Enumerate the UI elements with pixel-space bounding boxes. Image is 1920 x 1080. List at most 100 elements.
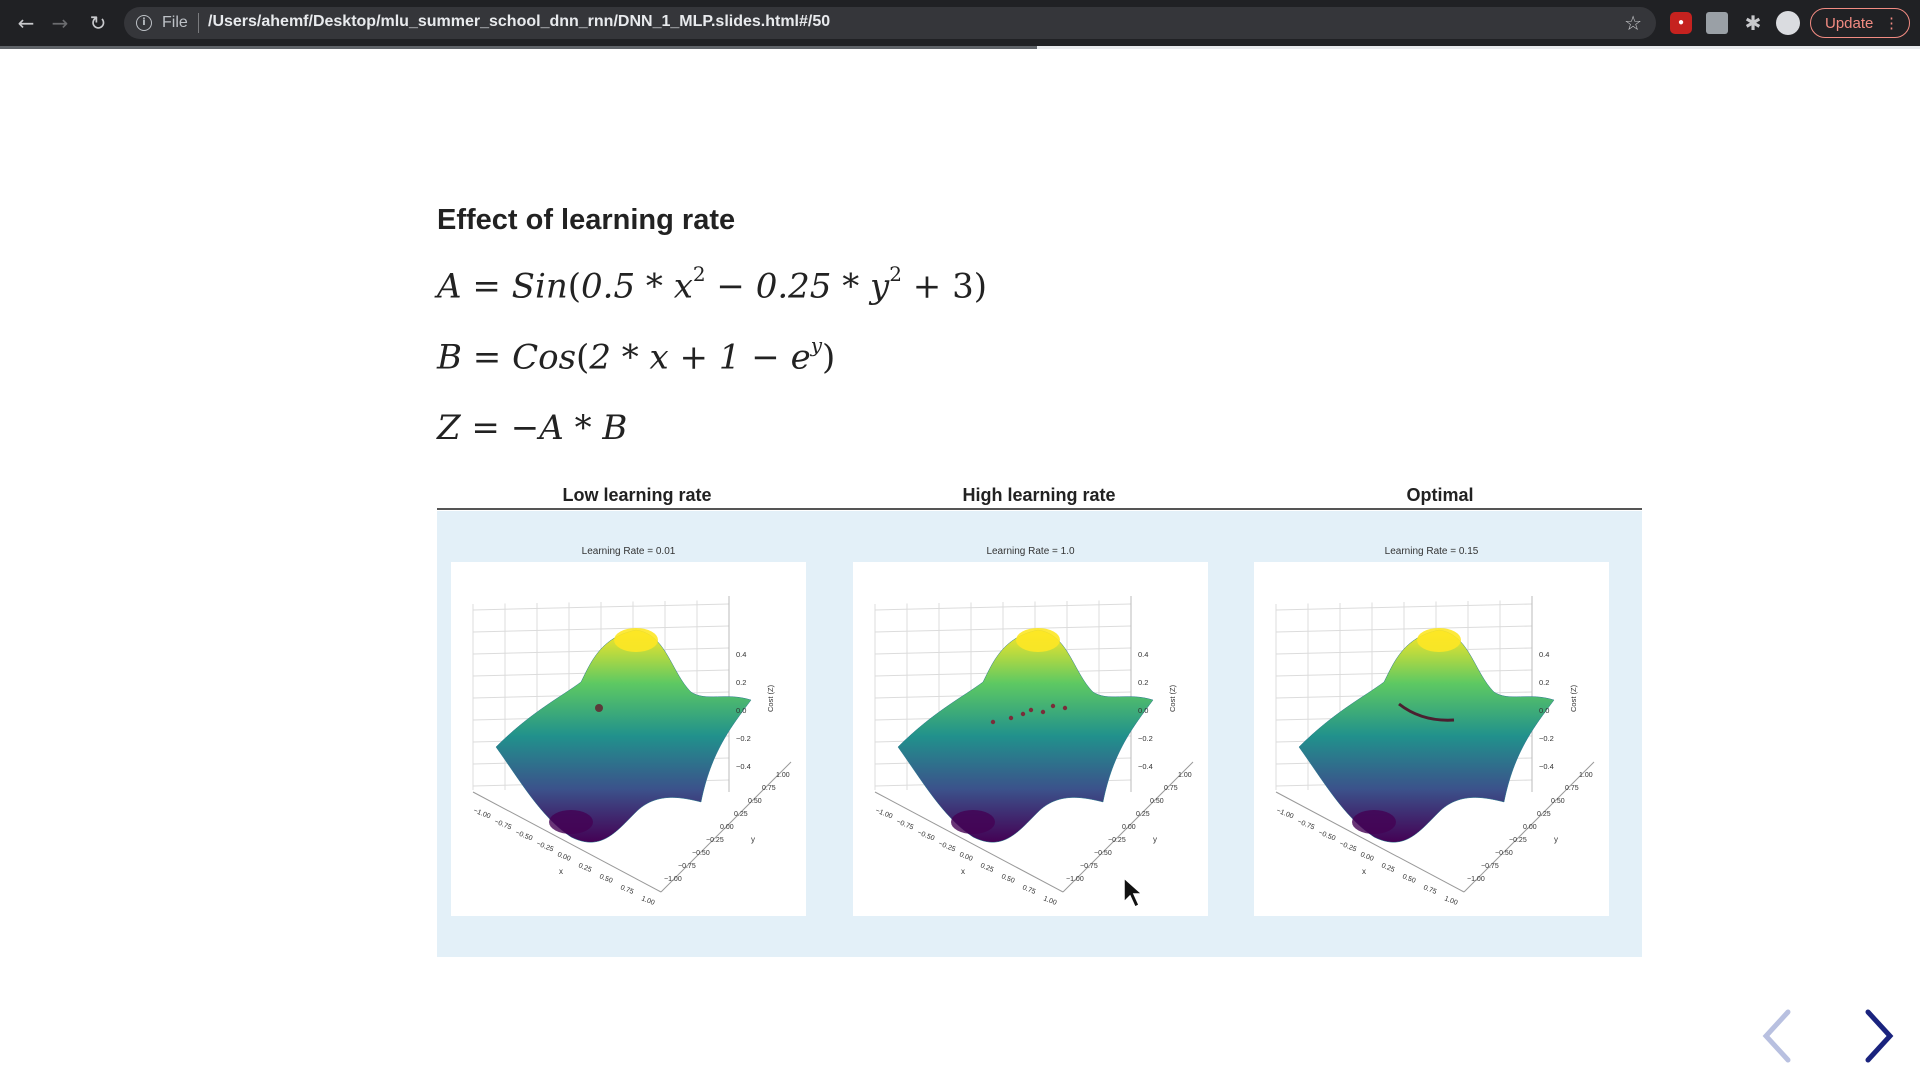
x-tick-label: 0.75: [619, 884, 634, 896]
x-tick-label: 0.50: [598, 873, 613, 885]
y-tick-label: −0.75: [678, 863, 696, 870]
y-tick-label: −0.50: [1495, 850, 1513, 857]
kebab-menu-icon[interactable]: ⋮: [1884, 15, 1899, 32]
y-axis-label: y: [1554, 835, 1558, 844]
update-button[interactable]: Update ⋮: [1810, 8, 1910, 38]
x-tick-label: −0.25: [1338, 840, 1357, 853]
y-tick-label: 0.25: [1136, 811, 1150, 818]
table-header-rule: [437, 508, 1642, 510]
x-tick-label: −0.50: [514, 829, 533, 842]
y-tick-label: 0.00: [1122, 824, 1136, 831]
x-tick-label: −1.00: [1275, 807, 1294, 820]
bookmark-star-icon[interactable]: ☆: [1624, 11, 1642, 35]
x-tick-label: 0.75: [1021, 884, 1036, 896]
y-tick-label: 0.75: [1565, 785, 1579, 792]
y-tick-label: 1.00: [1579, 772, 1593, 779]
x-tick-label: −1.00: [874, 807, 893, 820]
cost-surface: [897, 629, 1154, 843]
y-tick-label: 0.75: [1164, 785, 1178, 792]
x-tick-label: −0.75: [1296, 818, 1315, 831]
z-tick-label: 0.0: [1138, 706, 1148, 715]
x-tick-label: −0.75: [493, 818, 512, 831]
x-tick-label: −0.50: [916, 829, 935, 842]
x-tick-label: 0.00: [1359, 851, 1374, 863]
optimizer-path: [1398, 702, 1455, 722]
x-tick-label: 1.00: [1443, 895, 1458, 907]
z-tick-label: −0.2: [1138, 734, 1153, 743]
z-tick-label: 0.4: [1138, 650, 1148, 659]
y-tick-label: 0.75: [762, 785, 776, 792]
shield-extension-icon[interactable]: ●: [1670, 12, 1692, 34]
y-tick-label: 0.50: [1150, 798, 1164, 805]
x-tick-label: 0.00: [556, 851, 571, 863]
x-tick-label: 1.00: [640, 895, 655, 907]
puzzle-icon[interactable]: ✱: [1744, 11, 1762, 35]
z-tick-label: −0.2: [736, 734, 751, 743]
z-axis-ticks: 0.4 0.2 0.0 −0.2 −0.4: [736, 650, 751, 771]
arrow-right-icon[interactable]: →: [51, 11, 69, 35]
y-tick-label: −1.00: [664, 876, 682, 883]
y-tick-label: 0.25: [1537, 811, 1551, 818]
y-tick-label: −0.50: [1094, 850, 1112, 857]
equation-z: Z = −A * B: [437, 408, 628, 448]
reload-icon[interactable]: ↻: [89, 11, 107, 35]
x-axis-label: x: [1362, 867, 1366, 876]
y-axis-ticks: 1.000.750.500.250.00 −0.25 −0.50 −0.75 −1.00: [1467, 772, 1593, 883]
arrow-left-icon[interactable]: ←: [17, 11, 35, 35]
omnibox-divider: [198, 13, 199, 33]
y-axis-ticks: 1.000.750.500.250.00 −0.25 −0.50 −0.75 −1.00: [664, 772, 790, 883]
x-tick-label: 0.00: [958, 851, 973, 863]
browser-toolbar: ← → ↻ i File /Users/ahemf/Desktop/mlu_su…: [0, 0, 1920, 46]
info-icon[interactable]: i: [136, 15, 152, 31]
x-tick-label: 0.75: [1422, 884, 1437, 896]
chevron-right-icon[interactable]: [1858, 1006, 1898, 1066]
update-button-label: Update: [1825, 15, 1874, 32]
address-bar[interactable]: i File /Users/ahemf/Desktop/mlu_summer_s…: [124, 7, 1656, 39]
y-tick-label: 0.25: [734, 811, 748, 818]
url-scheme-label: File: [162, 14, 188, 31]
y-tick-label: −0.25: [1509, 837, 1527, 844]
y-tick-label: −1.00: [1467, 876, 1485, 883]
equation-b: B = Cos(2 * x + 1 − ey): [437, 333, 836, 378]
z-axis-label: Cost (Z): [766, 684, 775, 712]
y-tick-label: 0.00: [720, 824, 734, 831]
z-tick-label: 0.2: [1539, 678, 1549, 687]
z-tick-label: 0.0: [736, 706, 746, 715]
url-text[interactable]: /Users/ahemf/Desktop/mlu_summer_school_d…: [208, 13, 831, 30]
cost-surface: [1298, 629, 1555, 843]
y-tick-label: −0.75: [1080, 863, 1098, 870]
y-tick-label: −0.75: [1481, 863, 1499, 870]
surface-plot-high: Learning Rate = 1.0 0.4 0.2 0.0 −0.2 −0.4 Cos…: [853, 546, 1208, 916]
slide-title: Effect of learning rate: [437, 204, 736, 236]
slide-progress-fill: [0, 46, 1037, 49]
y-tick-label: 1.00: [1178, 772, 1192, 779]
x-tick-label: 0.25: [577, 862, 592, 874]
y-tick-label: −0.50: [692, 850, 710, 857]
z-tick-label: −0.4: [1138, 762, 1153, 771]
x-axis-label: x: [961, 867, 965, 876]
y-tick-label: 0.00: [1523, 824, 1537, 831]
x-tick-label: −0.25: [937, 840, 956, 853]
plot-canvas: 0.4 0.2 0.0 −0.2 −0.4 Cost (Z) −1.00 −0.75 −0.50…: [853, 562, 1208, 916]
profile-avatar[interactable]: [1776, 11, 1800, 35]
y-tick-label: −1.00: [1066, 876, 1084, 883]
x-tick-label: −0.50: [1317, 829, 1336, 842]
z-axis-label: Cost (Z): [1569, 684, 1578, 712]
surface-plot-low: Learning Rate = 0.01 0.4 0.2 0.0 −0.2 −0.4 Co…: [451, 546, 806, 916]
plot-canvas: 0.4 0.2 0.0 −0.2 −0.4 Cost (Z) −1.00 −0.75 −0.50…: [451, 562, 806, 916]
x-axis-label: x: [559, 867, 563, 876]
plot-caption: Learning Rate = 0.01: [581, 546, 676, 557]
chevron-left-icon[interactable]: [1758, 1006, 1798, 1066]
column-heading-high: High learning rate: [962, 485, 1116, 505]
plot-canvas: 0.4 0.2 0.0 −0.2 −0.4 Cost (Z) −1.00 −0.75 −0.50…: [1254, 562, 1609, 916]
x-tick-label: −0.75: [895, 818, 914, 831]
optimizer-path: [990, 703, 1068, 725]
z-tick-label: −0.4: [736, 762, 751, 771]
z-tick-label: 0.2: [736, 678, 746, 687]
column-heading-low: Low learning rate: [562, 485, 712, 505]
z-tick-label: 0.2: [1138, 678, 1148, 687]
calendar-extension-icon[interactable]: [1706, 12, 1728, 34]
column-heading-optimal: Optimal: [1406, 485, 1474, 505]
